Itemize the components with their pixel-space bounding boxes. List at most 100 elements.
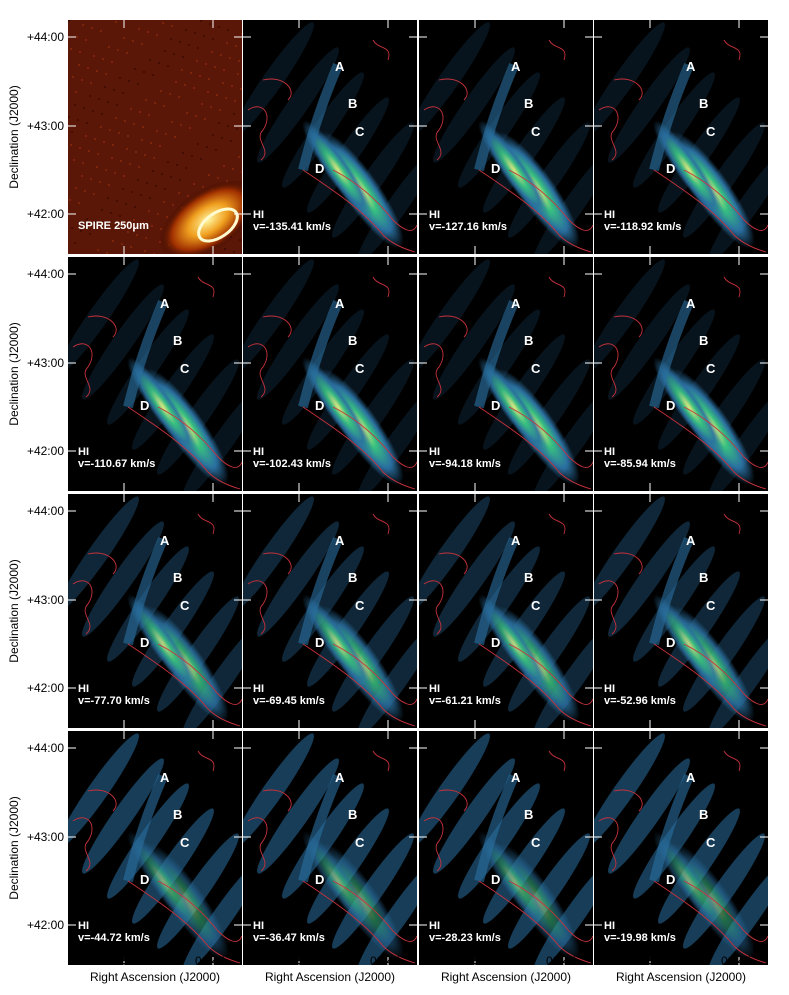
- hi-emission-image: [419, 20, 593, 254]
- x-tick-label: 00:50: [457, 954, 488, 968]
- region-label-c: C: [180, 598, 190, 613]
- x-tick-label: 00:45: [195, 954, 226, 968]
- panel-label: HI v=-61.21 km/s: [429, 683, 501, 707]
- x-axis-title: Right Ascension (J2000): [89, 970, 221, 984]
- region-label-b: B: [699, 570, 709, 585]
- x-tick-label: 00:45: [721, 954, 752, 968]
- panel-label-line1: HI: [78, 683, 89, 695]
- region-label-d: D: [666, 872, 676, 887]
- y-axis-title: Declination (J2000): [7, 85, 21, 189]
- panel-label-line1: HI: [253, 920, 264, 932]
- y-tick-label: +43:00: [26, 593, 64, 607]
- hi-emission-image: [68, 494, 242, 728]
- region-label-a: A: [686, 296, 696, 311]
- x-tick-label: 00:50: [281, 954, 312, 968]
- y-tick-label: +44:00: [26, 267, 64, 281]
- region-label-c: C: [706, 598, 716, 613]
- panel-label-line1: HI: [78, 920, 89, 932]
- region-label-b: B: [699, 807, 709, 822]
- region-label-a: A: [686, 59, 696, 74]
- channel-panel: A B C D HI v=-118.92 km/s: [594, 20, 768, 254]
- region-label-b: B: [524, 96, 534, 111]
- hi-emission-image: [594, 257, 768, 491]
- region-label-a: A: [335, 59, 345, 74]
- y-tick-label: +44:00: [26, 504, 64, 518]
- hi-emission-image: [419, 257, 593, 491]
- dust-emission-image: [68, 20, 242, 254]
- region-label-b: B: [348, 570, 358, 585]
- panel-label-line1: HI: [429, 209, 440, 221]
- panel-label-line1: HI: [604, 446, 615, 458]
- region-label-b: B: [699, 333, 709, 348]
- region-label-a: A: [511, 59, 521, 74]
- panel-label-line1: HI: [604, 209, 615, 221]
- region-label-a: A: [335, 770, 345, 785]
- panel-label-line1: HI: [604, 683, 615, 695]
- panel-label: HI v=-28.23 km/s: [429, 920, 501, 944]
- region-label-a: A: [686, 770, 696, 785]
- x-axis-title: Right Ascension (J2000): [264, 970, 396, 984]
- hi-emission-image: [594, 20, 768, 254]
- region-label-b: B: [173, 807, 183, 822]
- x-axis-title: Right Ascension (J2000): [615, 970, 747, 984]
- region-label-a: A: [686, 533, 696, 548]
- panel-label-line1: SPIRE 250μm: [78, 220, 149, 232]
- panel-label: HI v=-52.96 km/s: [604, 683, 676, 707]
- panel-label: HI v=-110.67 km/s: [78, 446, 155, 470]
- panel-label-velocity: v=-110.67 km/s: [78, 458, 156, 470]
- region-label-c: C: [531, 361, 541, 376]
- region-label-d: D: [140, 635, 150, 650]
- region-label-c: C: [531, 598, 541, 613]
- region-label-b: B: [348, 807, 358, 822]
- region-label-d: D: [666, 161, 676, 176]
- channel-panel: A B C D HI v=-52.96 km/s: [594, 494, 768, 728]
- panel-label-velocity: v=-118.92 km/s: [604, 221, 682, 233]
- panel-label-line1: HI: [253, 209, 264, 221]
- region-label-d: D: [491, 161, 501, 176]
- panel-label-velocity: v=-69.45 km/s: [253, 695, 325, 707]
- region-label-d: D: [315, 161, 325, 176]
- x-tick-label: 00:45: [370, 954, 401, 968]
- region-label-a: A: [160, 296, 170, 311]
- hi-emission-image: [68, 731, 242, 965]
- region-label-c: C: [531, 835, 541, 850]
- channel-panel: A B C D HI v=-36.47 km/s: [243, 731, 417, 965]
- panel-label-line1: HI: [78, 446, 89, 458]
- region-label-d: D: [491, 872, 501, 887]
- panel-label: HI v=-118.92 km/s: [604, 209, 681, 233]
- region-label-c: C: [706, 361, 716, 376]
- panel-label: HI v=-135.41 km/s: [253, 209, 331, 233]
- region-label-a: A: [335, 296, 345, 311]
- panel-label-line1: HI: [253, 446, 264, 458]
- channel-panel: A B C D HI v=-44.72 km/s: [68, 731, 242, 965]
- panel-label: HI v=-19.98 km/s: [604, 920, 676, 944]
- panel-label-velocity: v=-61.21 km/s: [429, 695, 501, 707]
- hi-emission-image: [243, 257, 417, 491]
- panel-label: HI v=-36.47 km/s: [253, 920, 325, 944]
- panel-label: HI v=-94.18 km/s: [429, 446, 501, 470]
- panel-label-velocity: v=-102.43 km/s: [253, 458, 331, 470]
- region-label-d: D: [315, 398, 325, 413]
- panel-label-velocity: v=-52.96 km/s: [604, 695, 676, 707]
- hi-emission-image: [243, 731, 417, 965]
- region-label-a: A: [335, 533, 345, 548]
- channel-panel: A B C D HI v=-94.18 km/s: [419, 257, 593, 491]
- region-label-a: A: [160, 770, 170, 785]
- x-tick-label: 00:50: [106, 954, 137, 968]
- region-label-b: B: [173, 570, 183, 585]
- panel-label-line1: HI: [604, 920, 615, 932]
- region-label-a: A: [511, 533, 521, 548]
- region-label-d: D: [315, 872, 325, 887]
- channel-panel: A B C D HI v=-19.98 km/s: [594, 731, 768, 965]
- region-label-b: B: [524, 333, 534, 348]
- x-tick-label: 00:50: [632, 954, 663, 968]
- panel-label: HI v=-44.72 km/s: [78, 920, 150, 944]
- region-label-c: C: [355, 361, 365, 376]
- channel-panel: A B C D HI v=-102.43 km/s: [243, 257, 417, 491]
- region-label-c: C: [180, 361, 190, 376]
- region-label-c: C: [355, 124, 365, 139]
- y-tick-label: +43:00: [26, 119, 64, 133]
- region-label-d: D: [140, 398, 150, 413]
- panel-label: HI v=-102.43 km/s: [253, 446, 331, 470]
- panel-label: SPIRE 250μm: [78, 220, 149, 232]
